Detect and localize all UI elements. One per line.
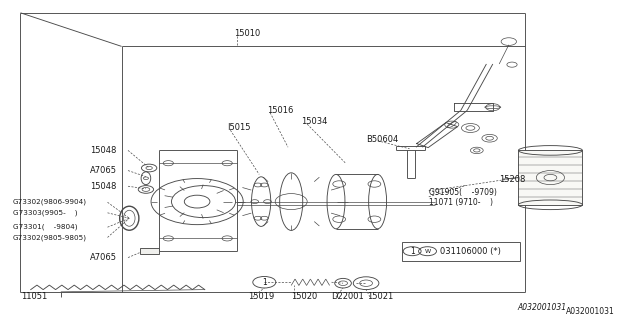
Text: 15020: 15020 <box>291 292 317 301</box>
Text: 15019: 15019 <box>248 292 275 301</box>
Text: A032001031: A032001031 <box>566 308 615 316</box>
Text: 15016: 15016 <box>268 106 294 115</box>
Text: G73303(9905-    ): G73303(9905- ) <box>13 210 77 216</box>
Bar <box>518 150 582 205</box>
Text: 15048: 15048 <box>90 182 116 191</box>
Text: I5015: I5015 <box>227 124 251 132</box>
Text: 15048: 15048 <box>90 146 116 155</box>
Text: G73302(9806-9904): G73302(9806-9904) <box>13 199 87 205</box>
Text: A7065: A7065 <box>90 253 116 262</box>
Text: 15010: 15010 <box>234 29 260 38</box>
Text: W: W <box>424 249 431 254</box>
Text: A7065: A7065 <box>90 166 116 175</box>
Text: 11071 (9710-    ): 11071 (9710- ) <box>429 198 493 207</box>
Text: 15021: 15021 <box>367 292 394 301</box>
Text: B50604: B50604 <box>366 135 398 144</box>
Text: A032001031: A032001031 <box>517 303 566 312</box>
Text: D22001: D22001 <box>331 292 364 301</box>
Text: 11051: 11051 <box>21 292 47 301</box>
Text: 1: 1 <box>262 278 267 287</box>
Text: 031106000 (*): 031106000 (*) <box>440 247 501 256</box>
Text: 15034: 15034 <box>301 117 327 126</box>
Text: 1: 1 <box>410 247 415 256</box>
Text: G73301(    -9804): G73301( -9804) <box>13 224 77 230</box>
Bar <box>140 248 159 254</box>
Text: G91905(    -9709): G91905( -9709) <box>429 188 497 196</box>
Text: 15208: 15208 <box>499 175 525 184</box>
Bar <box>402 242 520 261</box>
Text: G73302(9805-9805): G73302(9805-9805) <box>13 234 87 241</box>
